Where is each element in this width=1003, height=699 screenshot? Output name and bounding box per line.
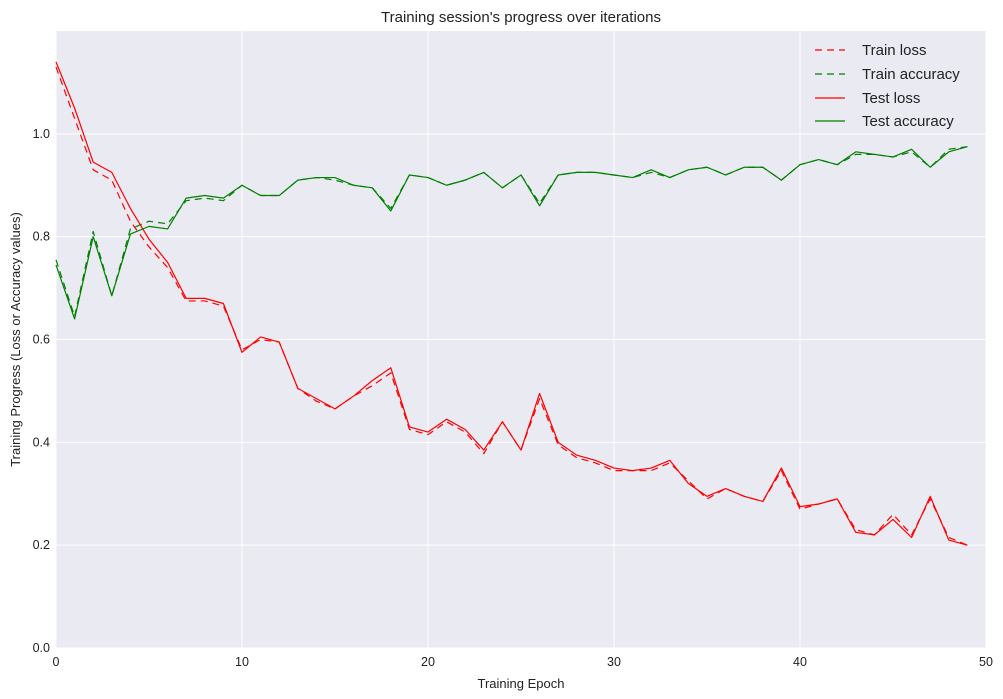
y-tick-label: 0.8 (33, 230, 50, 244)
y-tick-label: 0.0 (33, 641, 50, 655)
legend-item-test-loss: Test loss (815, 90, 920, 107)
legend: Train loss Train accuracy Test loss Test… (815, 42, 960, 130)
x-tick-label: 40 (793, 655, 807, 669)
y-tick-label: 0.4 (33, 435, 50, 449)
y-tick-label: 0.6 (33, 333, 50, 347)
legend-item-train-loss: Train loss (815, 42, 926, 59)
x-axis-label: Training Epoch (478, 676, 565, 691)
series-line-test-accuracy (55, 146, 968, 320)
y-tick-label: 0.2 (33, 538, 50, 552)
chart-title: Training session's progress over iterati… (381, 9, 661, 26)
y-axis-label: Training Progress (Loss or Accuracy valu… (8, 212, 23, 467)
legend-label-train-accuracy: Train accuracy (862, 66, 960, 83)
series-line-test-loss (55, 61, 968, 546)
tick-labels: 0 10 20 30 40 50 0.0 0.2 0.4 0.6 0.8 1.0 (33, 127, 993, 669)
legend-label-train-loss: Train loss (862, 42, 926, 59)
x-tick-label: 10 (235, 655, 249, 669)
y-tick-label: 1.0 (33, 127, 50, 141)
grid (55, 31, 987, 649)
legend-item-test-accuracy: Test accuracy (815, 113, 954, 130)
legend-label-test-loss: Test loss (862, 90, 920, 107)
x-tick-label: 50 (979, 655, 993, 669)
x-tick-label: 0 (53, 655, 60, 669)
series-lines (55, 61, 968, 546)
x-tick-label: 20 (421, 655, 435, 669)
legend-item-train-accuracy: Train accuracy (815, 66, 960, 83)
x-tick-label: 30 (607, 655, 621, 669)
legend-label-test-accuracy: Test accuracy (862, 113, 954, 130)
